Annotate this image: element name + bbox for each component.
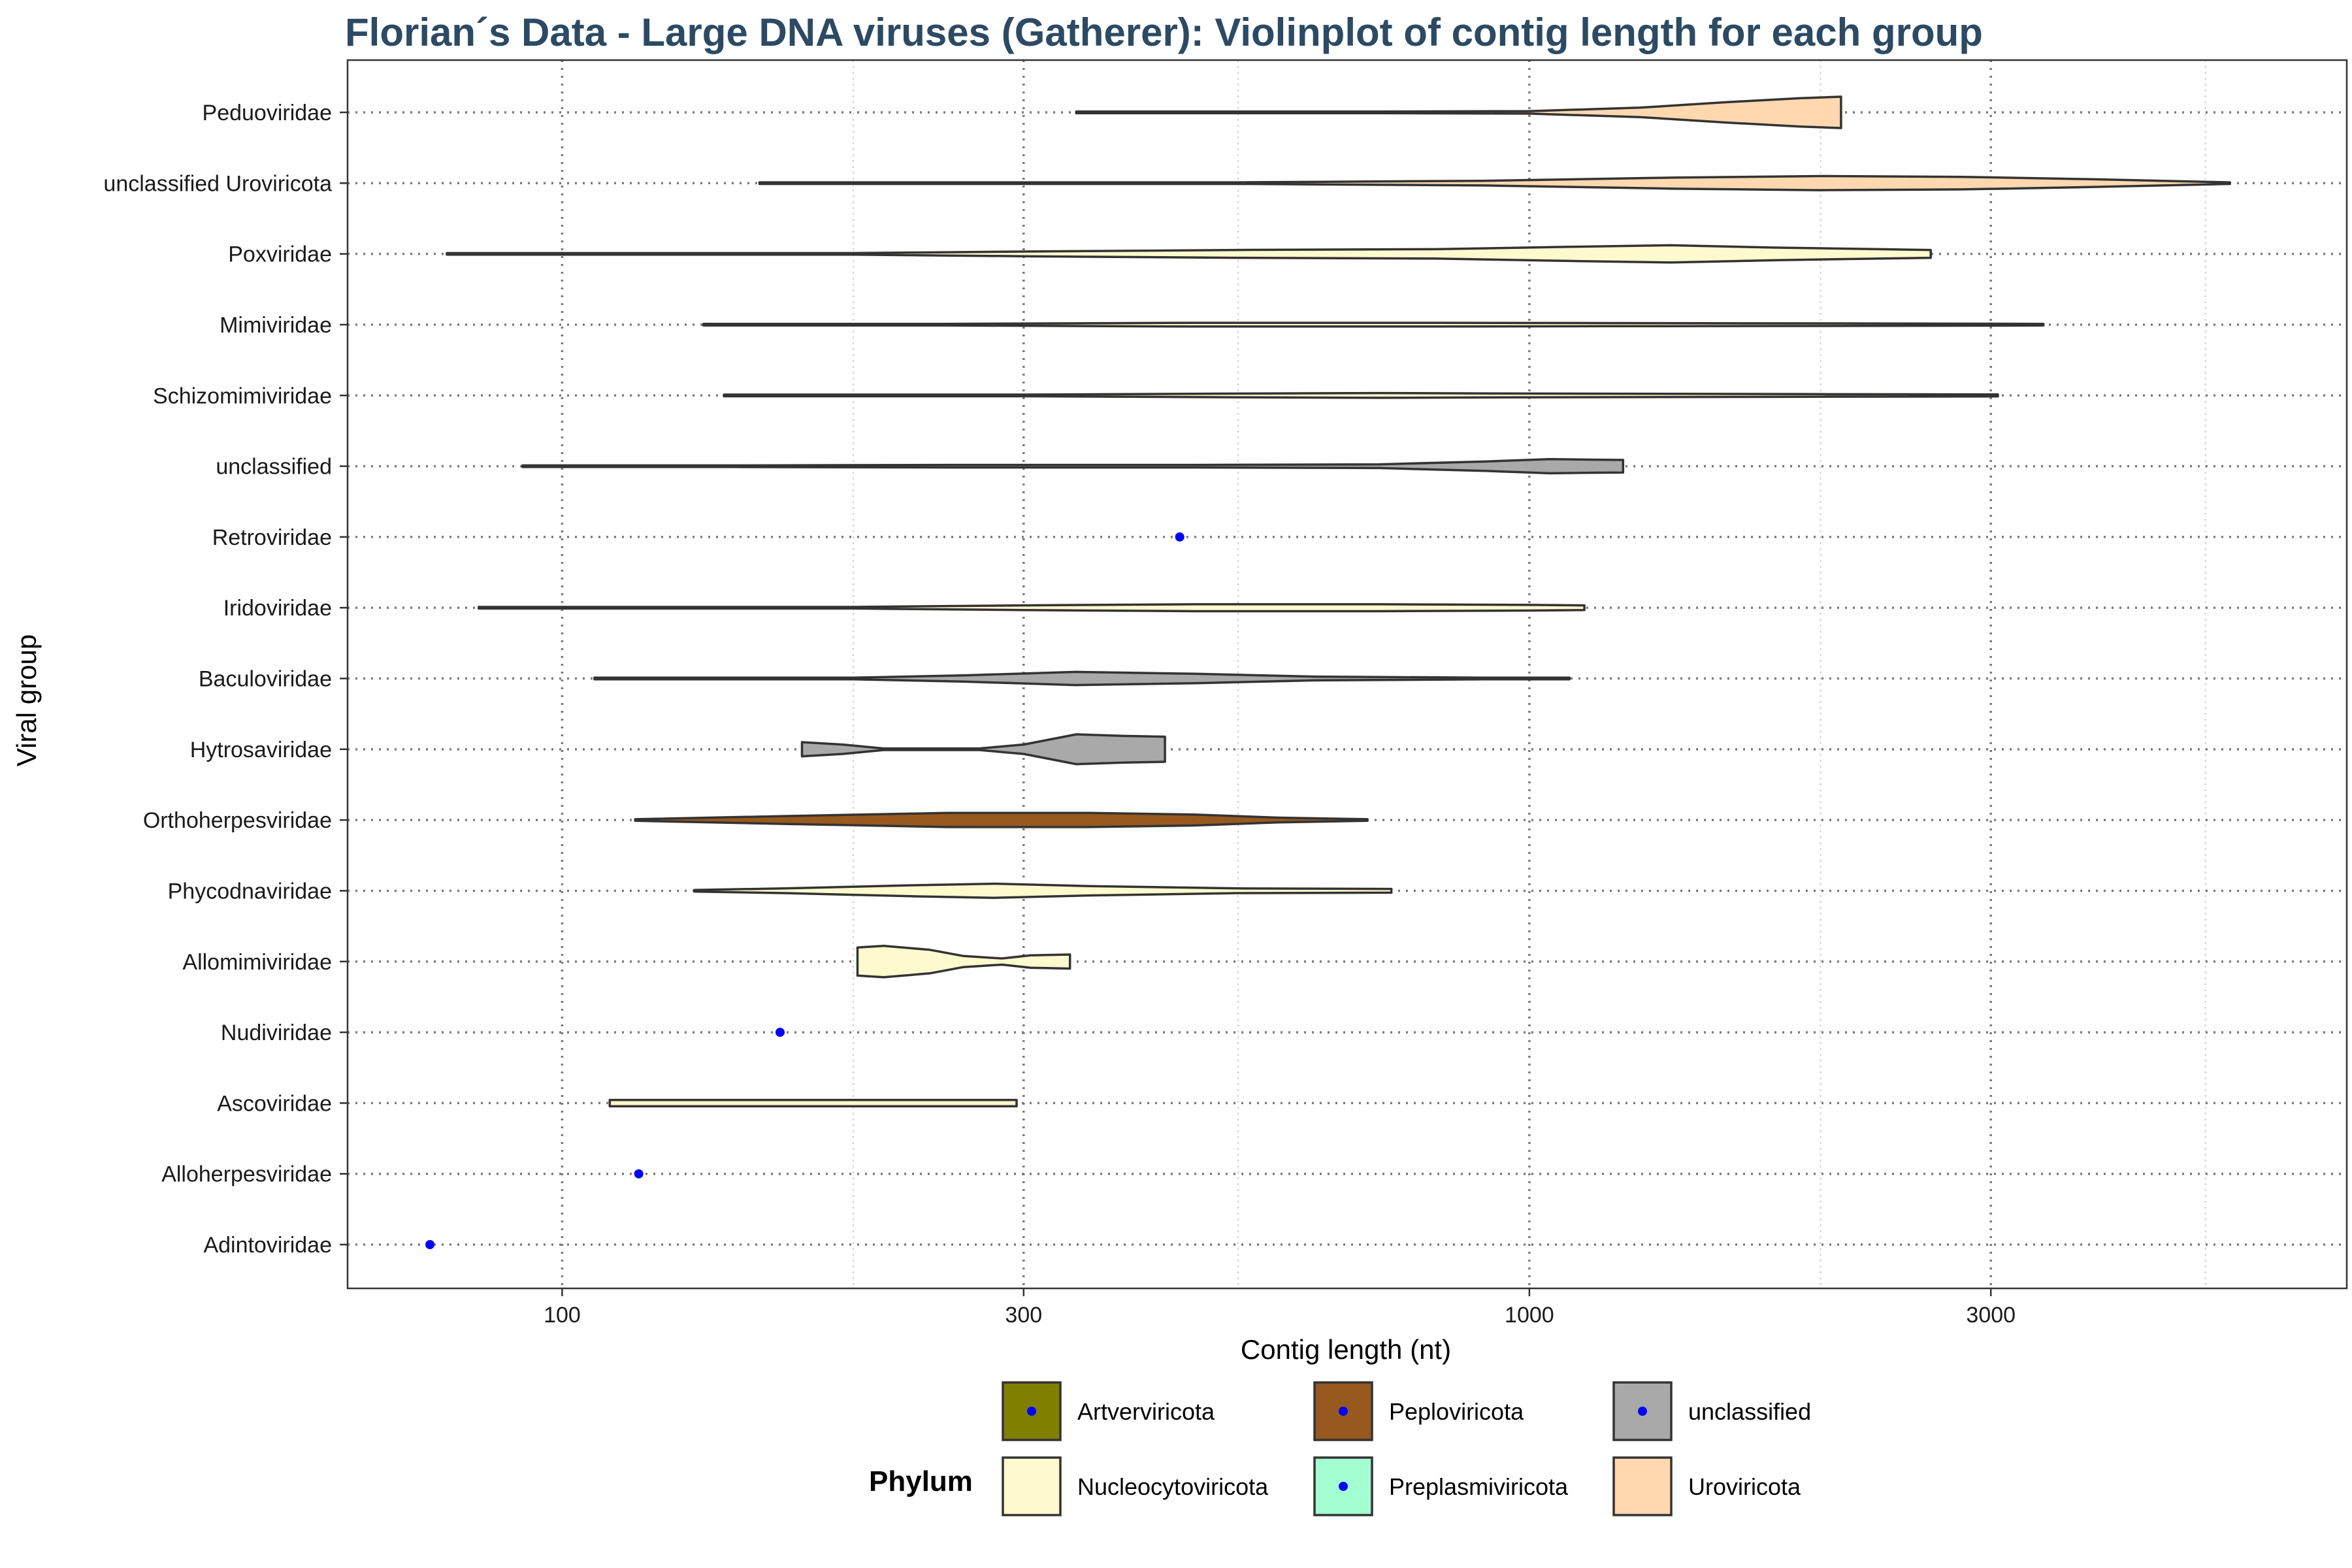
legend-label: Uroviricota: [1688, 1473, 1801, 1500]
grid: [348, 60, 2347, 1288]
violin-shape: [856, 945, 1071, 979]
y-tick-label: Schizomimiviridae: [153, 384, 332, 408]
legend-key: [1612, 1456, 1673, 1516]
y-tick-label: Peduoviridae: [203, 101, 332, 125]
y-tick-label: Nudiviridae: [221, 1021, 332, 1045]
violin-shape: [702, 321, 2045, 328]
legend: Phylum Artverviricota Nucleocytoviricota P…: [869, 1381, 1811, 1516]
y-tick-label: Alloherpesviridae: [161, 1162, 332, 1187]
y-tick-label: Poxviridae: [228, 242, 332, 267]
chart-title: Florian´s Data - Large DNA viruses (Gath…: [345, 10, 1983, 54]
violins: [425, 95, 2231, 1249]
y-tick-label: Adintoviridae: [203, 1233, 332, 1258]
plot-frame: [346, 59, 2348, 1290]
legend-label: Preplasmiviricota: [1389, 1473, 1569, 1500]
legend-label: Peploviricota: [1389, 1398, 1524, 1425]
legend-point: [1339, 1407, 1348, 1416]
y-tick-label: unclassified: [216, 455, 332, 480]
legend-label: Artverviricota: [1077, 1398, 1215, 1425]
y-tick-label: Iridoviridae: [223, 596, 332, 621]
y-tick-label: Hytrosaviridae: [190, 738, 332, 762]
x-tick-label: 1000: [1505, 1303, 1554, 1328]
legend-title: Phylum: [869, 1465, 973, 1497]
group-point: [425, 1240, 435, 1249]
y-tick-label: Orthoherpesviridae: [143, 808, 332, 833]
violin-shape: [593, 670, 1571, 687]
y-tick-label: Allomimiviridae: [182, 950, 332, 975]
x-axis-title: Contig length (nt): [1241, 1334, 1451, 1365]
legend-point: [1638, 1407, 1647, 1416]
x-tick-labels: 100 300 1000 3000: [544, 1288, 2016, 1328]
x-tick-label: 300: [1005, 1303, 1042, 1328]
y-tick-label: Retroviridae: [212, 525, 332, 550]
y-tick-label: Ascoviridae: [217, 1091, 332, 1116]
violin-shape: [478, 603, 1586, 613]
x-tick-label: 3000: [1966, 1303, 2016, 1328]
violin-shape: [634, 811, 1369, 828]
violin-shape: [800, 733, 1166, 766]
group-point: [1175, 532, 1184, 542]
group-point: [775, 1028, 785, 1037]
legend-point: [1027, 1407, 1036, 1416]
y-tick-label: Phycodnaviridae: [168, 879, 332, 904]
legend-key: [1002, 1456, 1062, 1516]
group-point: [634, 1169, 644, 1179]
violin-shape: [446, 244, 1932, 264]
y-tick-label: Mimiviridae: [220, 313, 332, 338]
legend-label: unclassified: [1688, 1398, 1811, 1425]
legend-point: [1339, 1482, 1348, 1491]
violin-shape: [693, 882, 1393, 899]
y-tick-labels: Peduoviridae unclassified Uroviricota Poxv…: [103, 101, 348, 1258]
violin-shape: [723, 391, 1999, 399]
violin-shape: [1075, 95, 1842, 129]
violin-shape: [608, 1098, 1018, 1107]
y-axis-title: Viral group: [11, 634, 42, 766]
violin-shape: [758, 174, 2231, 191]
y-tick-label: unclassified Uroviricota: [103, 171, 332, 196]
y-tick-label: Baculoviridae: [199, 667, 332, 692]
x-tick-label: 100: [544, 1303, 581, 1328]
legend-label: Nucleocytoviricota: [1077, 1473, 1269, 1500]
violin-shape: [521, 458, 1625, 475]
